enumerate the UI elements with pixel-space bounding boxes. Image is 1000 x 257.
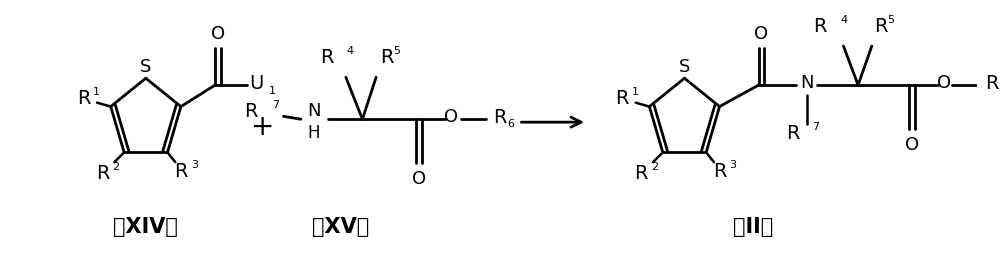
Text: R: R <box>874 17 887 36</box>
Text: 5: 5 <box>394 46 401 56</box>
Text: U: U <box>249 74 264 93</box>
Text: 1: 1 <box>269 86 276 96</box>
Text: R: R <box>813 17 827 36</box>
Text: 1: 1 <box>632 87 639 97</box>
Text: （II）: （II） <box>733 217 773 237</box>
Text: 6: 6 <box>507 119 514 129</box>
Text: 5: 5 <box>887 15 894 25</box>
Text: 7: 7 <box>272 100 279 109</box>
Text: R: R <box>174 162 188 181</box>
Text: R: R <box>635 164 648 183</box>
Text: S: S <box>140 58 151 76</box>
Text: 4: 4 <box>347 46 354 56</box>
Text: R: R <box>245 102 258 121</box>
Text: （XIV）: （XIV） <box>113 217 178 237</box>
Text: H: H <box>307 124 320 142</box>
Text: 6: 6 <box>999 85 1000 95</box>
Text: 3: 3 <box>191 160 198 170</box>
Text: R: R <box>320 48 333 67</box>
Text: 4: 4 <box>841 15 848 25</box>
Text: 7: 7 <box>812 122 819 132</box>
Text: O: O <box>937 74 951 92</box>
Text: R: R <box>493 108 507 127</box>
Text: N: N <box>801 74 814 92</box>
Text: +: + <box>251 113 275 141</box>
Text: R: R <box>380 48 394 67</box>
Text: R: R <box>713 162 727 181</box>
Text: O: O <box>211 25 225 43</box>
Text: （XV）: （XV） <box>312 217 370 237</box>
Text: R: R <box>77 89 90 108</box>
Text: 3: 3 <box>730 160 737 170</box>
Text: 2: 2 <box>651 162 658 172</box>
Text: R: R <box>96 164 109 183</box>
Text: R: R <box>615 89 629 108</box>
Text: O: O <box>412 170 426 188</box>
Text: 2: 2 <box>112 162 120 172</box>
Text: N: N <box>307 103 320 121</box>
Text: O: O <box>444 108 458 126</box>
Text: R: R <box>786 124 800 143</box>
Text: O: O <box>905 136 919 154</box>
Text: O: O <box>754 25 769 43</box>
Text: S: S <box>679 58 690 76</box>
Text: R: R <box>985 74 998 93</box>
Text: 1: 1 <box>93 87 100 97</box>
